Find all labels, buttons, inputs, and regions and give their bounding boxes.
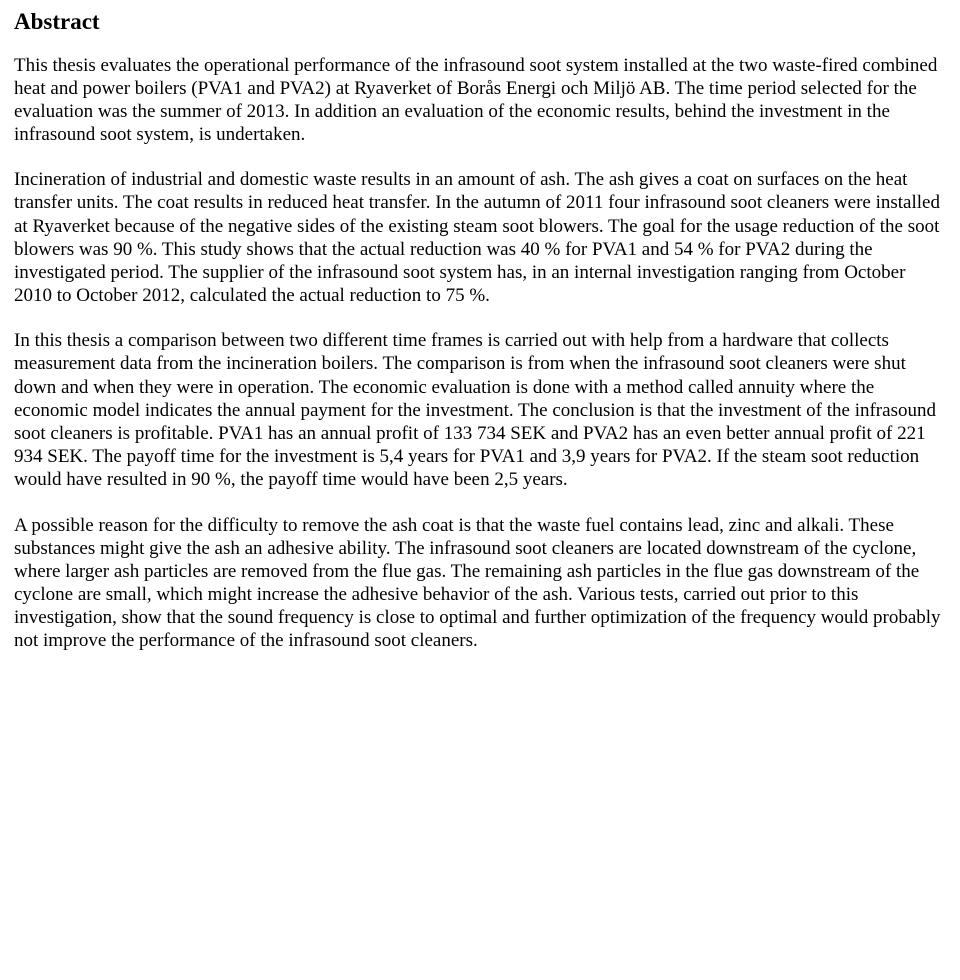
abstract-paragraph-1: This thesis evaluates the operational pe… <box>14 54 946 147</box>
abstract-title: Abstract <box>14 8 946 36</box>
document-page: Abstract This thesis evaluates the opera… <box>0 0 960 667</box>
abstract-paragraph-3: In this thesis a comparison between two … <box>14 329 946 491</box>
abstract-paragraph-4: A possible reason for the difficulty to … <box>14 514 946 653</box>
abstract-paragraph-2: Incineration of industrial and domestic … <box>14 168 946 307</box>
